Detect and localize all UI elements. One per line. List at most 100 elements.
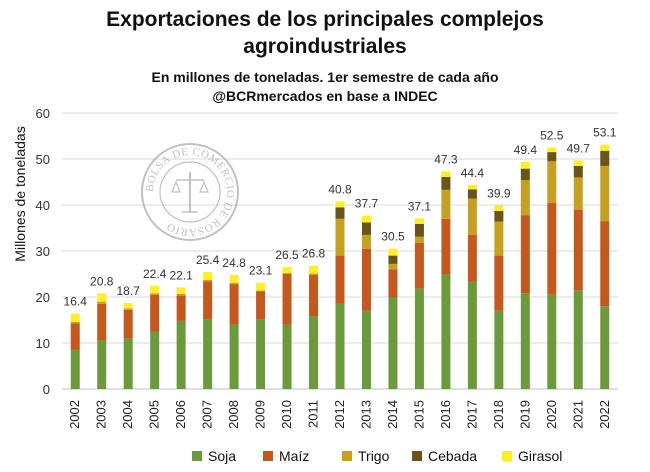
bar-segment bbox=[70, 349, 80, 389]
x-tick-label: 2007 bbox=[200, 400, 215, 429]
x-tick-label: 2016 bbox=[438, 400, 453, 429]
bar-segment bbox=[150, 293, 160, 295]
bar-segment bbox=[600, 165, 610, 222]
bar-segment bbox=[335, 218, 345, 256]
x-tick-label: 2012 bbox=[332, 400, 347, 429]
bar-segment bbox=[494, 221, 504, 256]
y-tick-label: 20 bbox=[36, 290, 50, 305]
chart-title-line-2: agroindustriales bbox=[243, 35, 407, 58]
chart-title-line-1: Exportaciones de los principales complej… bbox=[106, 8, 544, 31]
bar-segment bbox=[520, 180, 530, 216]
y-tick-label: 10 bbox=[36, 336, 50, 351]
x-tick-label: 2017 bbox=[464, 400, 479, 429]
bar-segment bbox=[388, 297, 398, 389]
bar-segment bbox=[229, 284, 239, 325]
bar-segment bbox=[282, 274, 292, 325]
bar-segment bbox=[467, 189, 477, 199]
bar-segment bbox=[150, 331, 160, 389]
x-tick-label: 2015 bbox=[411, 400, 426, 429]
bar-segment bbox=[70, 323, 80, 350]
y-tick-label: 50 bbox=[36, 152, 50, 167]
total-data-label: 39.9 bbox=[487, 186, 511, 200]
x-tick-label: 2020 bbox=[544, 400, 559, 429]
bar-segment bbox=[256, 282, 266, 291]
x-tick-label: 2002 bbox=[67, 400, 82, 429]
bar-segment bbox=[414, 242, 424, 289]
legend-swatch bbox=[192, 451, 202, 461]
bar-segment bbox=[547, 294, 557, 389]
bar-segment bbox=[150, 294, 160, 332]
total-data-label: 24.8 bbox=[222, 256, 246, 270]
total-data-label: 25.4 bbox=[196, 253, 220, 267]
bar-segment bbox=[203, 281, 213, 320]
bar-segment bbox=[441, 189, 451, 219]
legend-swatch bbox=[412, 451, 422, 461]
bar-segment bbox=[573, 177, 583, 210]
bar-segment bbox=[494, 310, 504, 389]
bar-segment bbox=[229, 282, 239, 285]
watermark-seal: BOLSA DE COMERCIO DE ROSARIO bbox=[141, 143, 239, 241]
bar-segment bbox=[388, 269, 398, 297]
bar-segment bbox=[414, 288, 424, 389]
x-axis-ticks: 2002 2003 2004 2005 2006 2007 2008 2009 2010 2011… bbox=[67, 400, 612, 429]
bar-segment bbox=[441, 274, 451, 389]
bar-segment bbox=[361, 222, 371, 235]
y-tick-label: 40 bbox=[36, 198, 50, 213]
bar-segment bbox=[282, 273, 292, 274]
bar-segment bbox=[203, 279, 213, 282]
bar-segment bbox=[203, 319, 213, 389]
bar-segment bbox=[203, 272, 213, 280]
total-data-label: 49.4 bbox=[514, 143, 538, 157]
total-data-label: 16.4 bbox=[64, 295, 88, 309]
bar-segment bbox=[600, 306, 610, 389]
bar-segment bbox=[97, 293, 107, 302]
bar-segment bbox=[309, 265, 319, 274]
legend-label: Trigo bbox=[358, 448, 390, 464]
bar-segment bbox=[467, 184, 477, 190]
bar-segment bbox=[520, 293, 530, 389]
x-tick-label: 2009 bbox=[253, 400, 268, 429]
bar-segment bbox=[282, 324, 292, 389]
legend-label: Soja bbox=[208, 448, 236, 464]
x-tick-label: 2013 bbox=[358, 400, 373, 429]
bar-segment bbox=[229, 324, 239, 389]
bar-segment bbox=[573, 290, 583, 389]
bar-segment bbox=[547, 152, 557, 162]
bar-segment bbox=[256, 290, 266, 292]
bar-segment bbox=[70, 313, 80, 322]
y-tick-label: 30 bbox=[36, 244, 50, 259]
chart-subtitle-line-2: @BCRmercados en base a INDEC bbox=[212, 88, 438, 104]
bar-segment bbox=[600, 144, 610, 151]
bar-segment bbox=[414, 236, 424, 243]
bar-segment bbox=[176, 287, 186, 294]
bar-segment bbox=[547, 202, 557, 295]
legend-swatch bbox=[502, 451, 512, 461]
total-data-label: 20.8 bbox=[90, 274, 114, 288]
total-data-label: 22.4 bbox=[143, 267, 167, 281]
legend-label: Girasol bbox=[518, 448, 562, 464]
x-tick-label: 2022 bbox=[597, 400, 612, 429]
bar-segment bbox=[335, 207, 345, 219]
bar-segment bbox=[150, 285, 160, 294]
bar-segment bbox=[361, 234, 371, 249]
bar-segment bbox=[123, 338, 133, 389]
total-data-label: 18.7 bbox=[117, 284, 141, 298]
bar-segment bbox=[414, 223, 424, 237]
x-tick-label: 2011 bbox=[306, 400, 321, 428]
bar-segment bbox=[467, 281, 477, 389]
bar-segment bbox=[441, 176, 451, 190]
total-data-label: 26.8 bbox=[302, 247, 326, 261]
total-data-label: 37.1 bbox=[408, 199, 432, 213]
x-tick-label: 2004 bbox=[120, 400, 135, 429]
bar-segment bbox=[176, 293, 186, 296]
total-data-label: 52.5 bbox=[540, 129, 564, 143]
total-data-label: 26.5 bbox=[275, 248, 299, 262]
bar-segment bbox=[97, 303, 107, 341]
bars bbox=[70, 144, 610, 389]
x-tick-label: 2005 bbox=[147, 400, 162, 429]
total-data-label: 53.1 bbox=[593, 126, 617, 140]
bar-segment bbox=[309, 273, 319, 275]
bar-segment bbox=[70, 321, 80, 324]
total-data-label: 37.7 bbox=[355, 197, 379, 211]
bar-segment bbox=[573, 165, 583, 178]
